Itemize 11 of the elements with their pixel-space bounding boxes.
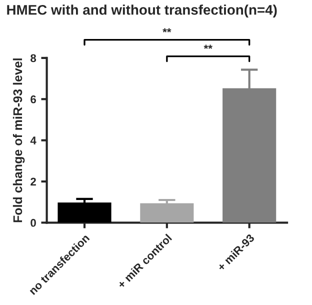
- chart-title: HMEC with and without transfection(n=4): [7, 4, 277, 18]
- y-tick-label: 6: [30, 95, 36, 104]
- y-tick-label: 0: [30, 218, 36, 227]
- bar: [58, 202, 112, 223]
- y-tick-label: 8: [30, 54, 36, 62]
- y-tick-label: 2: [30, 178, 36, 186]
- bar: [140, 203, 194, 223]
- text: **: [204, 44, 212, 49]
- y-axis-title: Fold change of miR-93 level: [12, 58, 25, 222]
- text: **: [162, 28, 172, 32]
- y-tick-label: 4: [30, 136, 36, 144]
